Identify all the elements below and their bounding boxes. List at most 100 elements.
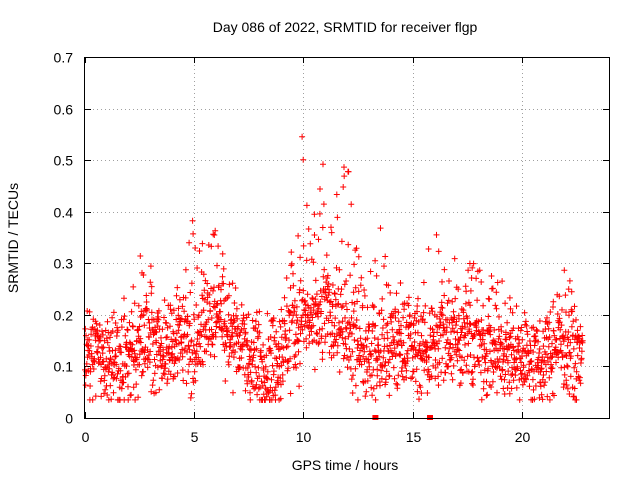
data-point: [416, 396, 422, 403]
data-point: [390, 333, 397, 340]
data-point: [432, 357, 439, 363]
data-point: [317, 298, 324, 305]
data-point: [352, 284, 359, 291]
data-point: [208, 326, 215, 333]
data-point: [397, 351, 404, 358]
data-point: [231, 300, 238, 306]
data-point: [362, 393, 369, 400]
data-point: [328, 229, 335, 236]
data-point: [252, 325, 259, 332]
data-point: [368, 353, 375, 359]
data-point: [135, 302, 142, 309]
data-point: [219, 250, 226, 257]
data-point: [130, 283, 137, 290]
data-point: [100, 331, 106, 338]
data-point: [137, 314, 144, 320]
data-point: [564, 362, 570, 369]
data-point: [219, 333, 226, 340]
data-point: [354, 298, 361, 305]
data-point: [194, 265, 201, 271]
data-point: [183, 380, 190, 387]
data-point: [494, 389, 500, 396]
data-point: [352, 365, 359, 372]
data-point: [342, 314, 348, 321]
data-point: [398, 330, 405, 337]
data-point: [320, 161, 326, 168]
data-point: [565, 329, 572, 335]
data-point: [109, 314, 116, 321]
data-point: [182, 294, 189, 301]
data-point: [320, 273, 327, 280]
data-point: [357, 335, 364, 342]
data-point: [129, 341, 136, 348]
data-point: [109, 328, 116, 335]
data-point: [153, 351, 160, 358]
y-axis-label: SRMTID / TECUs: [5, 183, 21, 293]
data-point: [188, 280, 195, 287]
data-point: [506, 294, 513, 301]
data-point: [491, 338, 498, 345]
data-point: [324, 283, 331, 290]
data-point: [262, 363, 269, 370]
data-point: [265, 388, 272, 395]
data-point: [355, 288, 362, 295]
data-point: [561, 381, 567, 387]
data-point: [200, 307, 207, 314]
data-point: [562, 292, 569, 299]
data-point: [544, 314, 550, 321]
data-point: [467, 352, 474, 358]
data-point: [462, 300, 469, 307]
data-point: [340, 355, 347, 362]
data-point: [258, 378, 265, 385]
data-point: [161, 314, 167, 321]
data-point: [94, 348, 101, 355]
data-point: [329, 301, 336, 308]
x-tick-label: 10: [296, 429, 312, 445]
data-point: [323, 252, 330, 259]
data-point: [294, 338, 301, 345]
data-point: [128, 308, 135, 315]
data-point: [454, 357, 461, 364]
data-point: [542, 379, 549, 386]
data-point: [279, 354, 286, 361]
data-point: [301, 297, 308, 304]
data-point: [460, 309, 467, 316]
data-point: [345, 333, 352, 340]
data-point: [384, 320, 391, 327]
data-point: [512, 372, 519, 379]
data-point: [218, 300, 225, 307]
data-point: [336, 266, 343, 273]
y-tick-labels: 0 0.1 0.2 0.3 0.4 0.5 0.6 0.7: [54, 50, 74, 427]
data-point: [505, 368, 512, 375]
data-point: [344, 364, 351, 371]
data-point: [516, 340, 523, 347]
data-point: [217, 308, 224, 315]
data-point: [336, 332, 343, 339]
data-point: [435, 382, 442, 389]
data-point: [339, 334, 346, 341]
data-point: [507, 305, 514, 312]
data-point: [502, 300, 509, 307]
data-point: [334, 349, 341, 356]
data-point: [392, 314, 399, 321]
data-point: [195, 312, 202, 319]
data-point: [210, 287, 216, 294]
data-point: [411, 339, 418, 345]
data-point: [283, 275, 290, 281]
data-point: [384, 335, 391, 342]
data-point: [421, 367, 428, 374]
data-point: [552, 344, 559, 351]
data-point: [441, 292, 448, 299]
data-point: [468, 330, 475, 337]
data-point: [448, 370, 455, 377]
data-point: [354, 338, 361, 344]
data-point: [260, 341, 267, 348]
data-point: [239, 346, 246, 353]
data-point: [213, 323, 220, 330]
data-point: [304, 291, 311, 298]
data-point: [325, 280, 332, 287]
data-point: [253, 309, 260, 316]
data-point: [535, 362, 542, 369]
data-point: [287, 390, 294, 397]
